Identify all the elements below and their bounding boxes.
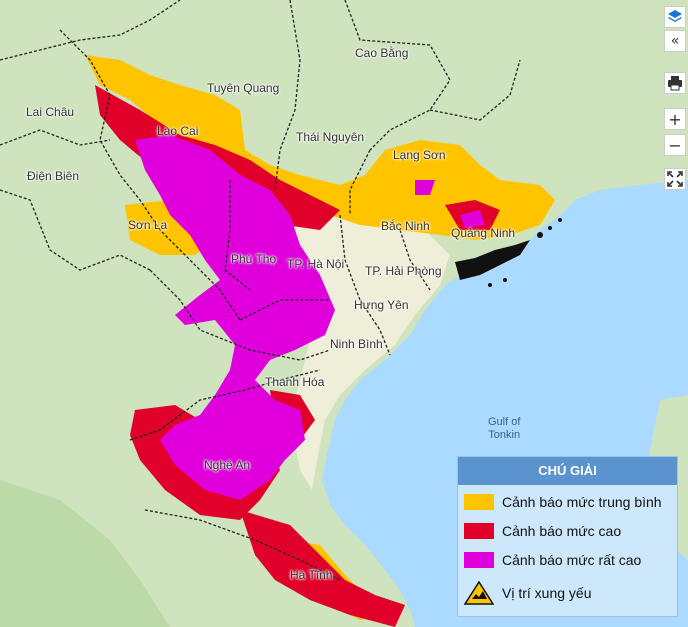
place-ha-noi: TP. Hà Nội <box>287 257 345 271</box>
place-tuyen-quang: Tuyên Quang <box>207 81 280 95</box>
zoom-out-button[interactable]: − <box>664 134 686 156</box>
minus-icon: − <box>668 135 682 155</box>
place-hung-yen: Hưng Yên <box>354 298 409 312</box>
legend-swatch-medium <box>464 493 494 510</box>
water-label-line1: Gulf of <box>488 416 521 428</box>
legend-label: Cảnh báo mức cao <box>502 522 622 539</box>
legend-swatch-high <box>464 522 494 539</box>
place-cao-bang: Cao Bằng <box>355 46 409 60</box>
legend-item-vulnerable: Vị trí xung yếu <box>458 578 677 607</box>
layers-button[interactable] <box>664 6 686 28</box>
fullscreen-icon <box>667 171 683 187</box>
place-bac-ninh: Bắc Ninh <box>381 219 430 233</box>
place-ha-tinh: Hà Tĩnh <box>290 568 333 582</box>
legend-swatch-very-high <box>464 551 494 568</box>
legend-item-very-high: Cảnh báo mức rất cao <box>458 545 677 574</box>
fullscreen-button[interactable] <box>664 168 686 190</box>
legend-title: CHÚ GIẢI <box>458 457 677 485</box>
legend-item-medium: Cảnh báo mức trung bình <box>458 487 677 516</box>
place-son-la: Sơn La <box>128 218 168 232</box>
laos-area <box>0 480 170 627</box>
place-dien-bien: Điện Biên <box>27 169 80 183</box>
legend-label: Cảnh báo mức rất cao <box>502 551 642 568</box>
place-lai-chau: Lai Châu <box>26 105 75 119</box>
double-chevron-left-icon: « <box>670 33 680 49</box>
legend-panel: CHÚ GIẢI Cảnh báo mức trung bình Cảnh bá… <box>457 456 678 617</box>
legend-label: Vị trí xung yếu <box>502 584 592 601</box>
print-button[interactable] <box>664 72 686 94</box>
province-borders <box>0 0 521 581</box>
delta-area <box>285 215 450 490</box>
place-gulf-of-tonkin: Gulf of Tonkin <box>488 416 520 442</box>
plus-icon: + <box>668 109 682 129</box>
place-ninh-binh: Ninh Bình <box>330 337 383 351</box>
place-hai-phong: TP. Hải Phòng <box>365 264 442 278</box>
water-label-line2: Tonkin <box>488 429 521 441</box>
place-nghe-an: Nghệ An <box>204 458 251 472</box>
printer-icon <box>668 76 682 91</box>
place-thanh-hoa: Thanh Hóa <box>265 375 325 389</box>
place-quang-ninh: Quảng Ninh <box>451 226 516 240</box>
place-lao-cai: Lào Cai <box>157 124 199 138</box>
legend-label: Cảnh báo mức trung bình <box>502 493 662 510</box>
layers-icon <box>668 10 682 22</box>
place-phu-tho: Phú Thọ <box>231 252 277 266</box>
place-lang-son: Lạng Sơn <box>393 148 446 162</box>
place-thai-nguyen: Thái Nguyên <box>296 130 365 144</box>
collapse-panel-button[interactable]: « <box>664 30 686 52</box>
legend-item-high: Cảnh báo mức cao <box>458 516 677 545</box>
warning-triangle-icon <box>464 580 494 605</box>
coastal-islands <box>455 218 562 287</box>
zoom-in-button[interactable]: + <box>664 108 686 130</box>
